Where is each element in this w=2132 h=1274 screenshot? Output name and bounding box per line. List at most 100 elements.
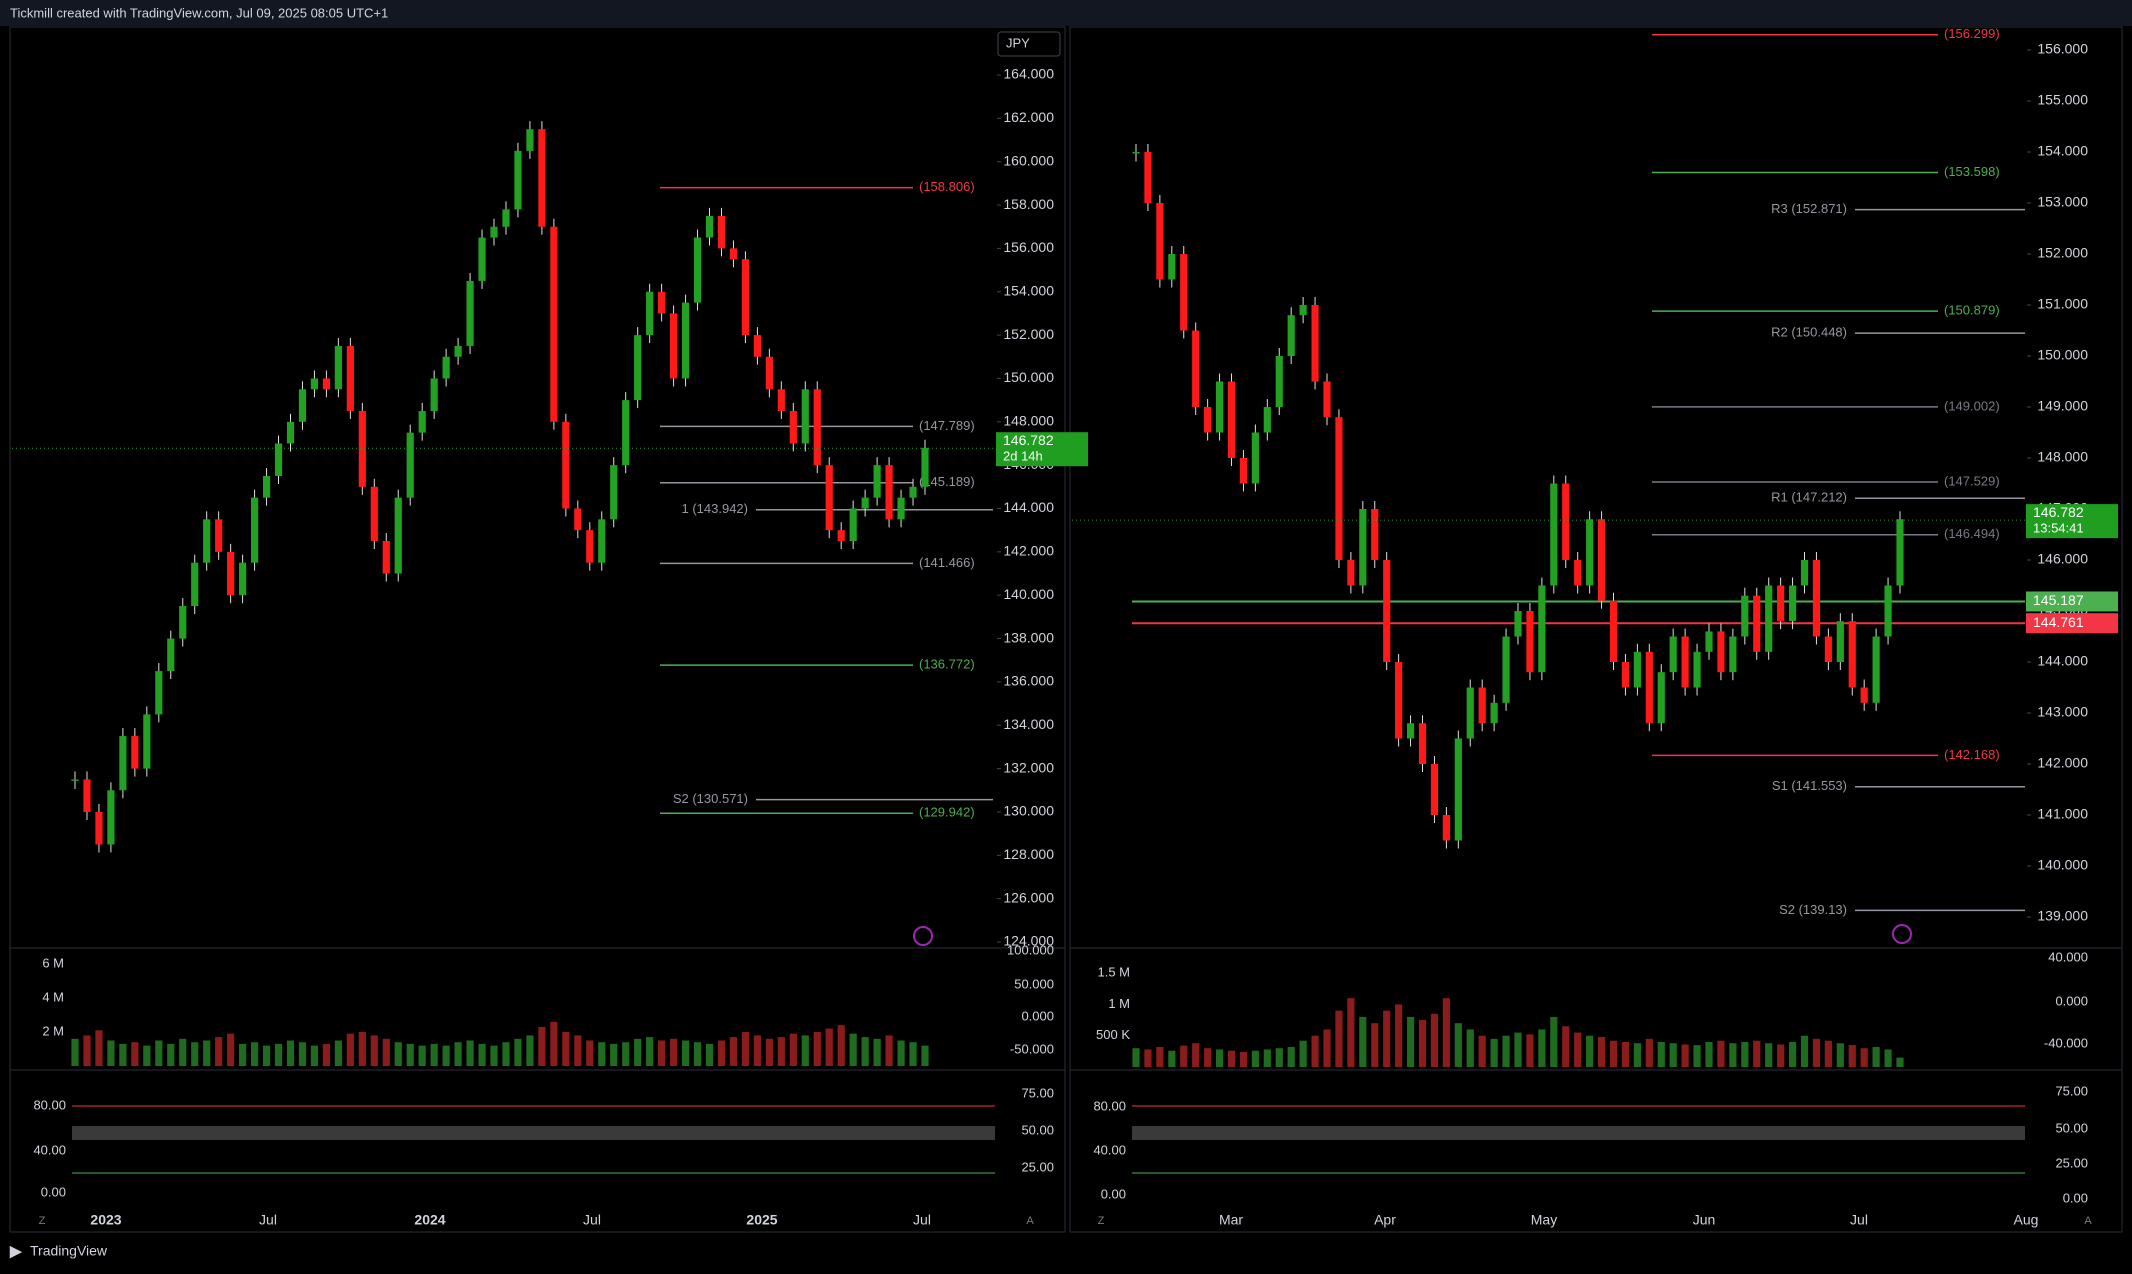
volume-bar <box>346 1033 354 1066</box>
candle-body <box>119 736 127 791</box>
candle-body <box>358 410 366 487</box>
candle-body <box>107 790 115 845</box>
candle-body <box>1323 381 1331 418</box>
volume-bar <box>1609 1040 1618 1067</box>
candle-body <box>466 280 474 346</box>
volume-bar <box>1144 1049 1152 1067</box>
price-tick-label: 155.000 <box>2037 92 2088 108</box>
price-tick-label: 142.000 <box>2037 755 2088 771</box>
volume-bar <box>1550 1016 1558 1067</box>
level-label: R1 (147.212) <box>1771 490 1847 505</box>
candle-body <box>1418 723 1427 764</box>
volume-bar <box>358 1032 366 1066</box>
right-panel <box>1069 26 2123 1233</box>
candle-body <box>1526 611 1534 673</box>
candle-body <box>1884 585 1892 637</box>
candle-body <box>1383 560 1391 662</box>
price-tick-label: 160.000 <box>1003 152 1054 168</box>
currency-button[interactable] <box>997 31 1061 57</box>
auto-icon[interactable]: A <box>1026 1215 1034 1227</box>
candle-body <box>1406 723 1415 739</box>
candle-body <box>418 410 426 433</box>
level-label: (153.598) <box>1944 164 2000 179</box>
last-price-box <box>2026 504 2118 539</box>
marker-box <box>2026 591 2118 612</box>
volume-bar <box>1800 1035 1809 1067</box>
candle-body <box>574 508 582 531</box>
time-label: Jul <box>259 1212 277 1228</box>
candle-body <box>1586 519 1594 586</box>
candle-body <box>634 335 642 401</box>
candle-body <box>1741 595 1749 637</box>
volume-bar <box>1466 1029 1474 1067</box>
time-label: Jul <box>583 1212 601 1228</box>
candle-body <box>801 389 809 444</box>
volume-bar <box>586 1040 594 1066</box>
osc-left-label: 0.00 <box>1101 1186 1126 1201</box>
candle-body <box>1681 636 1689 688</box>
level-label: R2 (150.448) <box>1771 325 1847 340</box>
candle-body <box>526 129 534 151</box>
volume-bar <box>1884 1049 1892 1067</box>
volume-bar <box>825 1028 833 1066</box>
candle-body <box>1204 407 1212 433</box>
candle-body <box>1287 315 1295 356</box>
volume-bar <box>1502 1035 1510 1067</box>
alert-icon[interactable] <box>913 926 933 946</box>
volume-bar <box>873 1038 881 1066</box>
price-tick-label: 156.000 <box>1003 239 1054 255</box>
osc-left-label: 40.00 <box>1093 1142 1126 1157</box>
price-tick-label: 164.000 <box>1003 66 1054 82</box>
volume-bar <box>370 1035 378 1066</box>
zoom-icon[interactable]: Z <box>39 1215 46 1227</box>
price-tick-label: 149.000 <box>2037 398 2088 414</box>
price-tick-label: 152.000 <box>2037 245 2088 261</box>
alert-icon[interactable] <box>1892 924 1912 944</box>
volume-bar <box>334 1040 342 1066</box>
candle-body <box>1144 152 1152 203</box>
level-label: S1 (141.553) <box>1772 778 1847 793</box>
volume-bar <box>1621 1041 1630 1067</box>
level-label: 1 (143.942) <box>682 501 749 516</box>
price-tick-label: 128.000 <box>1003 846 1054 862</box>
candle-body <box>1609 600 1618 662</box>
candle-body <box>897 497 905 520</box>
currency-label: JPY <box>1006 35 1030 50</box>
volume-bar <box>418 1045 426 1066</box>
level-label: (146.494) <box>1944 526 2000 541</box>
osc-left-label: 80.00 <box>33 1097 66 1112</box>
volume-bar <box>1395 1004 1403 1067</box>
candle-body <box>1872 636 1880 703</box>
volume-tick-label: 1 M <box>1108 996 1130 1011</box>
volume-bar <box>705 1043 714 1066</box>
candle-body <box>1347 560 1355 586</box>
volume-bar <box>95 1030 103 1066</box>
price-tick-label: 154.000 <box>2037 143 2088 159</box>
volume-bar <box>131 1042 139 1066</box>
volume-bar <box>1347 998 1355 1067</box>
volume-bar <box>203 1040 211 1066</box>
price-tick-label: 143.000 <box>2037 704 2088 720</box>
volume-bar <box>837 1025 845 1066</box>
candle-body <box>1132 152 1140 154</box>
candle-body <box>1717 631 1725 673</box>
time-label: Jul <box>1850 1212 1868 1228</box>
volume-bar <box>478 1043 486 1066</box>
level-label: (156.299) <box>1944 26 2000 41</box>
zoom-icon[interactable]: Z <box>1098 1215 1105 1227</box>
auto-icon[interactable]: A <box>2084 1215 2092 1227</box>
candle-body <box>753 335 761 357</box>
time-label: Jul <box>913 1212 931 1228</box>
candle-body <box>298 389 307 422</box>
candle-body <box>849 508 857 542</box>
candle-body <box>717 215 726 249</box>
candle-body <box>1227 381 1236 458</box>
osc-right-label: 50.00 <box>1021 1122 1054 1137</box>
volume-bar <box>909 1042 917 1066</box>
osc-left-label: 0.00 <box>41 1184 66 1199</box>
volume-bar <box>753 1035 761 1066</box>
volume-bar <box>262 1045 271 1066</box>
osc-left-label: 40.00 <box>33 1142 66 1157</box>
candle-body <box>191 562 199 607</box>
